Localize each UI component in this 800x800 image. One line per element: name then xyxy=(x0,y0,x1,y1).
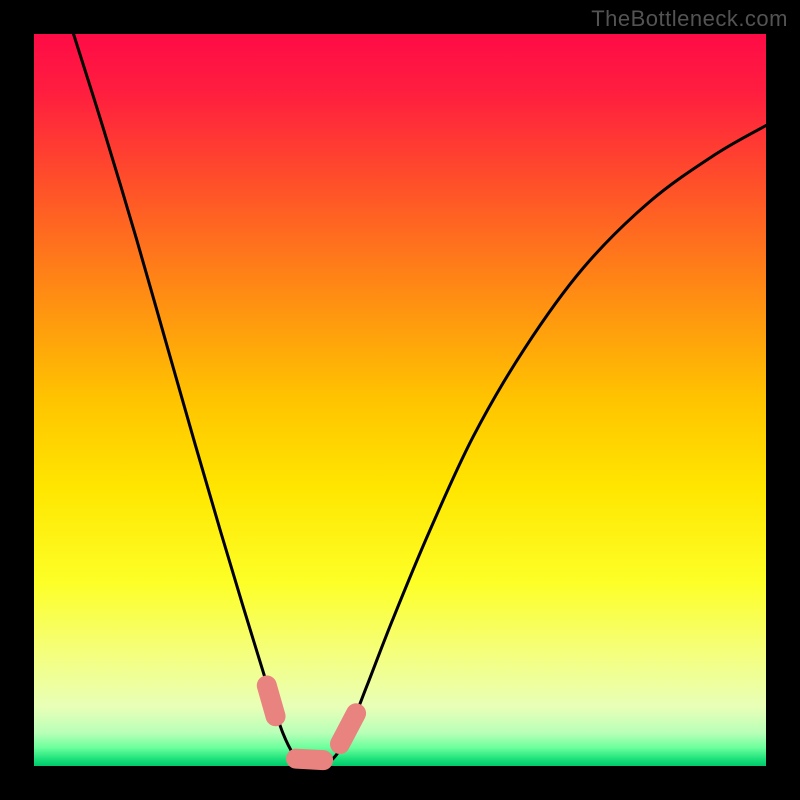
chart-svg xyxy=(34,34,766,766)
curve-left-branch xyxy=(74,34,304,765)
marker-capsule xyxy=(296,759,323,760)
curve-right-branch xyxy=(327,126,766,765)
watermark-text: TheBottleneck.com xyxy=(591,6,788,32)
marker-group xyxy=(267,685,356,760)
plot-area xyxy=(34,34,766,766)
marker-capsule xyxy=(267,685,276,716)
figure-root: TheBottleneck.com xyxy=(0,0,800,800)
marker-capsule xyxy=(340,713,356,744)
